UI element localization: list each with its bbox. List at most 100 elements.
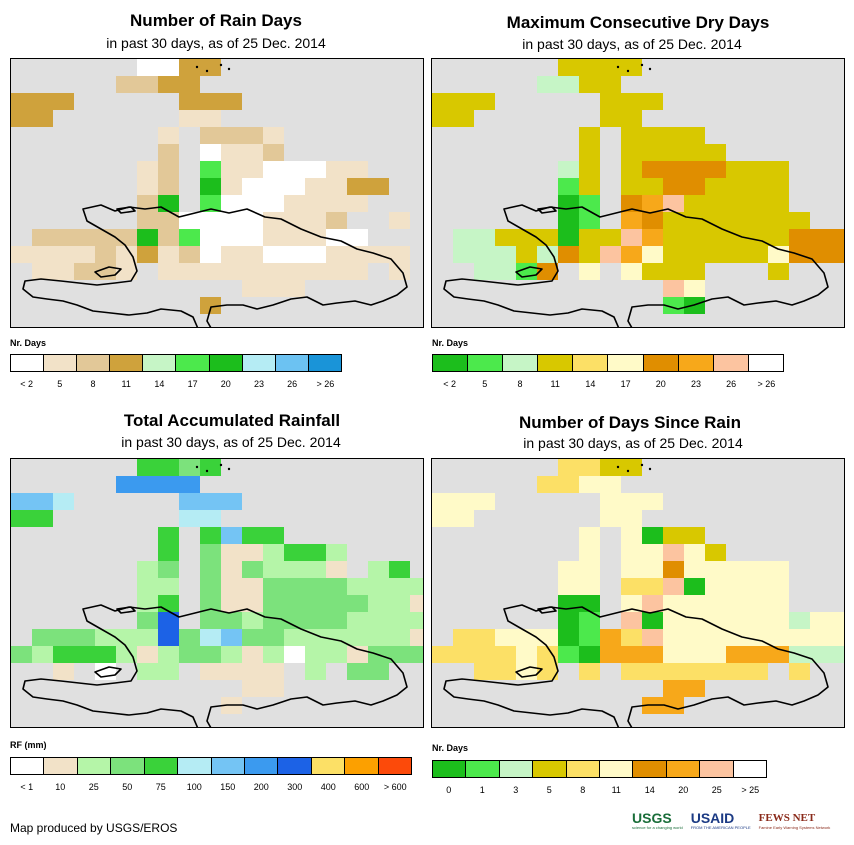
grid-cell [242, 663, 263, 680]
grid-cell [726, 246, 747, 263]
fewsnet-logo: FEWS NET Famine Early Warning Systems Ne… [759, 812, 831, 831]
grid-cell [263, 595, 284, 612]
grid-cell [11, 110, 32, 127]
grid-cell [642, 127, 663, 144]
legend-label: 26 [287, 379, 298, 389]
grid-cell [663, 578, 684, 595]
grid-cell [621, 629, 642, 646]
grid-cell [768, 561, 789, 578]
grid-cell [242, 229, 263, 246]
grid-cell [642, 178, 663, 195]
panel4-legend-bar [432, 760, 767, 778]
grid-cell [179, 76, 200, 93]
grid-cell [432, 646, 453, 663]
usaid-logo-tag: FROM THE AMERICAN PEOPLE [690, 825, 751, 830]
grid-cell [284, 595, 305, 612]
grid-cell [263, 544, 284, 561]
panel1-map[interactable] [10, 58, 424, 328]
grid-cell [263, 178, 284, 195]
grid-cell [663, 697, 684, 714]
grid-cell [32, 493, 53, 510]
grid-cell [74, 229, 95, 246]
map-credit: Map produced by USGS/EROS [10, 821, 178, 835]
legend-swatch [209, 355, 243, 371]
grid-cell [642, 544, 663, 561]
grid-cell [495, 229, 516, 246]
grid-cell [221, 544, 242, 561]
legend-label: > 25 [741, 785, 760, 795]
grid-cell [642, 629, 663, 646]
grid-cell [579, 612, 600, 629]
grid-cell [74, 646, 95, 663]
grid-cell [663, 297, 684, 314]
legend-label: > 600 [383, 782, 407, 792]
grid-cell [726, 161, 747, 178]
grid-cell [158, 595, 179, 612]
islet [616, 65, 620, 69]
grid-cell [705, 246, 726, 263]
grid-cell [284, 229, 305, 246]
grid-cell [53, 629, 74, 646]
legend-swatch [311, 758, 346, 774]
grid-cell [326, 544, 347, 561]
panel2-legend-labels: < 2 5 8 11 14 17 20 23 26 > 26 [432, 379, 784, 391]
grid-cell [621, 561, 642, 578]
panel3-legend-labels: < 1 10 25 50 75 100 150 200 300 400 600 > 600 [10, 782, 412, 794]
grid-cell [158, 629, 179, 646]
grid-cell [747, 663, 768, 680]
grid-cell [432, 510, 453, 527]
legend-swatch [143, 355, 177, 371]
grid-cell [158, 646, 179, 663]
grid-cell [158, 612, 179, 629]
legend-label: 1 [479, 785, 485, 795]
islet [205, 69, 209, 73]
legend-swatch [211, 758, 245, 774]
grid-cell [200, 178, 221, 195]
grid-cell [663, 663, 684, 680]
panel3-title: Total Accumulated Rainfall [123, 411, 341, 430]
grid-cell [600, 229, 621, 246]
grid-cell [684, 527, 705, 544]
grid-cell [621, 578, 642, 595]
grid-cell [579, 646, 600, 663]
grid-cell [579, 263, 600, 280]
grid-cell [705, 212, 726, 229]
panel3-map[interactable] [10, 458, 424, 728]
islet [648, 467, 652, 471]
grid-cell [537, 229, 558, 246]
grid-cell [579, 629, 600, 646]
panel2-map[interactable] [431, 58, 845, 328]
grid-cell [663, 263, 684, 280]
legend-label: < 2 [20, 379, 33, 389]
grid-cell [747, 178, 768, 195]
grid-cell [32, 646, 53, 663]
grid-cell [474, 646, 495, 663]
grid-cell [684, 663, 705, 680]
grid-cell [263, 629, 284, 646]
grid-cell [242, 280, 263, 297]
fewsnet-logo-tag: Famine Early Warning Systems Network [758, 824, 831, 830]
grid-cell [221, 578, 242, 595]
legend-swatch [144, 758, 179, 774]
legend-label: 3 [513, 785, 519, 795]
grid-cell [558, 476, 579, 493]
grid-cell [11, 510, 32, 527]
legend-label: 10 [55, 782, 66, 792]
grid-cell [621, 195, 642, 212]
grid-cell [789, 629, 810, 646]
panel3-legend-bar [10, 757, 412, 775]
legend-swatch [666, 761, 701, 777]
legend-label: 23 [253, 379, 265, 389]
grid-cell [284, 544, 305, 561]
panel4-map[interactable] [431, 458, 845, 728]
legend-label: 14 [644, 785, 655, 795]
grid-cell [158, 178, 179, 195]
legend-swatch [633, 761, 667, 777]
grid-cell [137, 161, 158, 178]
grid-cell [600, 459, 621, 476]
grid-cell [642, 246, 663, 263]
grid-cell [263, 229, 284, 246]
legend-swatch [77, 355, 111, 371]
grid-cell [831, 229, 844, 246]
grid-cell [663, 144, 684, 161]
